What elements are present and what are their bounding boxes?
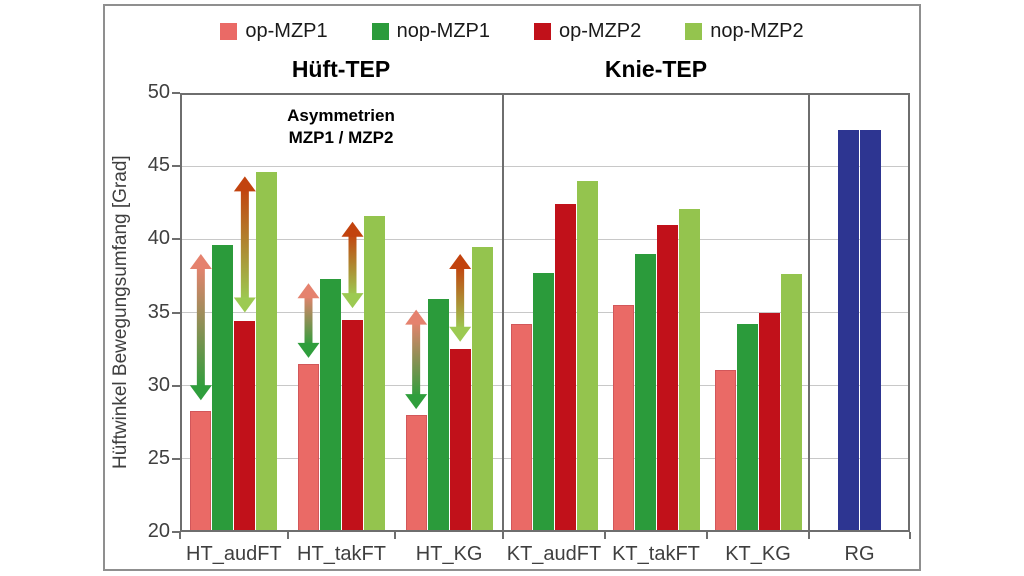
x-tick-mark-6 bbox=[808, 532, 810, 539]
x-tick-mark-2 bbox=[394, 532, 397, 539]
bar-op-MZP2-KT_KG bbox=[758, 312, 780, 532]
legend-label: op-MZP1 bbox=[245, 19, 328, 42]
legend-swatch-icon bbox=[371, 22, 389, 40]
bar-nop-MZP1-KT_takFT bbox=[634, 253, 656, 532]
y-tick-label-25: 25 bbox=[147, 446, 170, 469]
y-tick-mark-35 bbox=[172, 311, 180, 314]
bar-nop-MZP2-HT_takFT bbox=[364, 215, 385, 532]
legend-label: nop-MZP2 bbox=[710, 19, 804, 42]
y-tick-label-45: 45 bbox=[147, 154, 170, 177]
x-category-label-HT_audFT: HT_audFT bbox=[186, 543, 282, 565]
x-tick-mark-0 bbox=[179, 532, 181, 539]
bar-op-MZP2-KT_audFT bbox=[554, 204, 576, 532]
bar-nop-MZP1-HT_KG bbox=[427, 299, 449, 532]
gridline-40 bbox=[180, 238, 910, 240]
x-category-label-HT_KG: HT_KG bbox=[415, 543, 483, 565]
annotation-line-2: MZP1 / MZP2 bbox=[288, 128, 394, 148]
bar-op-MZP1-HT_takFT bbox=[298, 363, 319, 532]
legend-label: nop-MZP1 bbox=[396, 19, 490, 42]
bar-op-MZP1-KT_audFT bbox=[510, 324, 532, 532]
asymmetry-arrow-HT_audFT-MZP2 bbox=[233, 176, 256, 313]
legend-swatch-icon bbox=[220, 22, 238, 40]
x-tick-mark-5 bbox=[706, 532, 708, 539]
bar-nop-MZP2-HT_audFT bbox=[256, 172, 278, 532]
x-category-label-KT_audFT: KT_audFT bbox=[506, 543, 602, 565]
bar-op-MZP2-HT_KG bbox=[449, 349, 471, 532]
asymmetry-arrow-HT_takFT-MZP1 bbox=[297, 283, 320, 358]
plot-area: Asymmetrien MZP1 / MZP2 bbox=[180, 93, 910, 532]
bar-op-MZP1-KT_takFT bbox=[612, 305, 634, 532]
asymmetry-arrow-HT_KG-MZP2 bbox=[449, 253, 472, 342]
bar-nop-MZP1-KT_KG bbox=[736, 324, 758, 532]
y-tick-mark-20 bbox=[172, 531, 180, 533]
section-header-knie-tep: Knie-TEP bbox=[604, 56, 708, 82]
x-tick-mark-4 bbox=[604, 532, 606, 539]
bar-nop-MZP1-HT_takFT bbox=[320, 278, 341, 532]
y-tick-mark-25 bbox=[172, 457, 180, 460]
bar-rg-2 bbox=[860, 129, 881, 532]
bar-op-MZP1-KT_KG bbox=[714, 369, 736, 532]
bar-nop-MZP2-KT_KG bbox=[780, 274, 802, 532]
bar-op-MZP1-HT_KG bbox=[405, 414, 427, 532]
bar-op-MZP2-KT_takFT bbox=[656, 224, 678, 532]
legend-swatch-icon bbox=[685, 22, 703, 40]
y-tick-mark-40 bbox=[172, 238, 180, 241]
section-divider-2 bbox=[808, 93, 810, 532]
y-tick-mark-30 bbox=[172, 384, 180, 387]
legend-label: op-MZP2 bbox=[559, 19, 642, 42]
x-tick-mark-1 bbox=[286, 532, 289, 539]
x-tick-mark-3 bbox=[502, 532, 504, 539]
legend: op-MZP1 nop-MZP1 op-MZP2 nop-MZP2 bbox=[105, 17, 919, 45]
y-tick-mark-45 bbox=[172, 165, 180, 168]
section-divider-1 bbox=[502, 93, 504, 532]
bar-nop-MZP2-KT_audFT bbox=[576, 180, 598, 532]
asymmetry-arrow-HT_audFT-MZP1 bbox=[189, 253, 212, 401]
x-tick-mark-7 bbox=[909, 532, 911, 539]
legend-item-op-MZP2: op-MZP2 bbox=[534, 20, 641, 43]
legend-swatch-icon bbox=[534, 22, 551, 40]
y-tick-mark-50 bbox=[172, 92, 180, 94]
bar-nop-MZP1-HT_audFT bbox=[212, 245, 234, 532]
y-tick-label-35: 35 bbox=[147, 300, 170, 323]
asymmetry-arrow-HT_KG-MZP1 bbox=[405, 309, 428, 410]
x-category-label-HT_takFT: HT_takFT bbox=[297, 543, 386, 565]
gridline-45 bbox=[180, 165, 910, 167]
bar-nop-MZP2-HT_KG bbox=[471, 246, 493, 532]
x-category-label-KT_KG: KT_KG bbox=[725, 543, 791, 565]
y-tick-label-40: 40 bbox=[147, 227, 170, 250]
bar-op-MZP2-HT_audFT bbox=[234, 321, 256, 532]
bar-nop-MZP2-KT_takFT bbox=[678, 208, 700, 532]
annotation-asymmetrien: Asymmetrien MZP1 / MZP2 bbox=[287, 105, 395, 149]
x-category-label-KT_takFT: KT_takFT bbox=[612, 543, 700, 565]
asymmetry-arrow-HT_takFT-MZP2 bbox=[341, 221, 364, 309]
legend-item-nop-MZP2: nop-MZP2 bbox=[685, 19, 804, 43]
y-tick-label-30: 30 bbox=[147, 373, 170, 396]
bar-rg-1 bbox=[838, 129, 859, 532]
y-tick-label-50: 50 bbox=[147, 81, 170, 103]
legend-item-nop-MZP1: nop-MZP1 bbox=[371, 19, 490, 43]
section-header-hueft-tep: Hüft-TEP bbox=[291, 56, 391, 82]
y-tick-label-20: 20 bbox=[147, 520, 170, 542]
bar-op-MZP2-HT_takFT bbox=[342, 319, 363, 532]
bar-nop-MZP1-KT_audFT bbox=[532, 273, 554, 532]
annotation-line-1: Asymmetrien bbox=[287, 106, 395, 125]
bar-op-MZP1-HT_audFT bbox=[190, 410, 212, 532]
figure-frame: op-MZP1 nop-MZP1 op-MZP2 nop-MZP2 Hüft-TEP … bbox=[103, 4, 921, 571]
x-category-label-RG: RG bbox=[844, 543, 875, 565]
legend-item-op-MZP1: op-MZP1 bbox=[220, 19, 328, 43]
